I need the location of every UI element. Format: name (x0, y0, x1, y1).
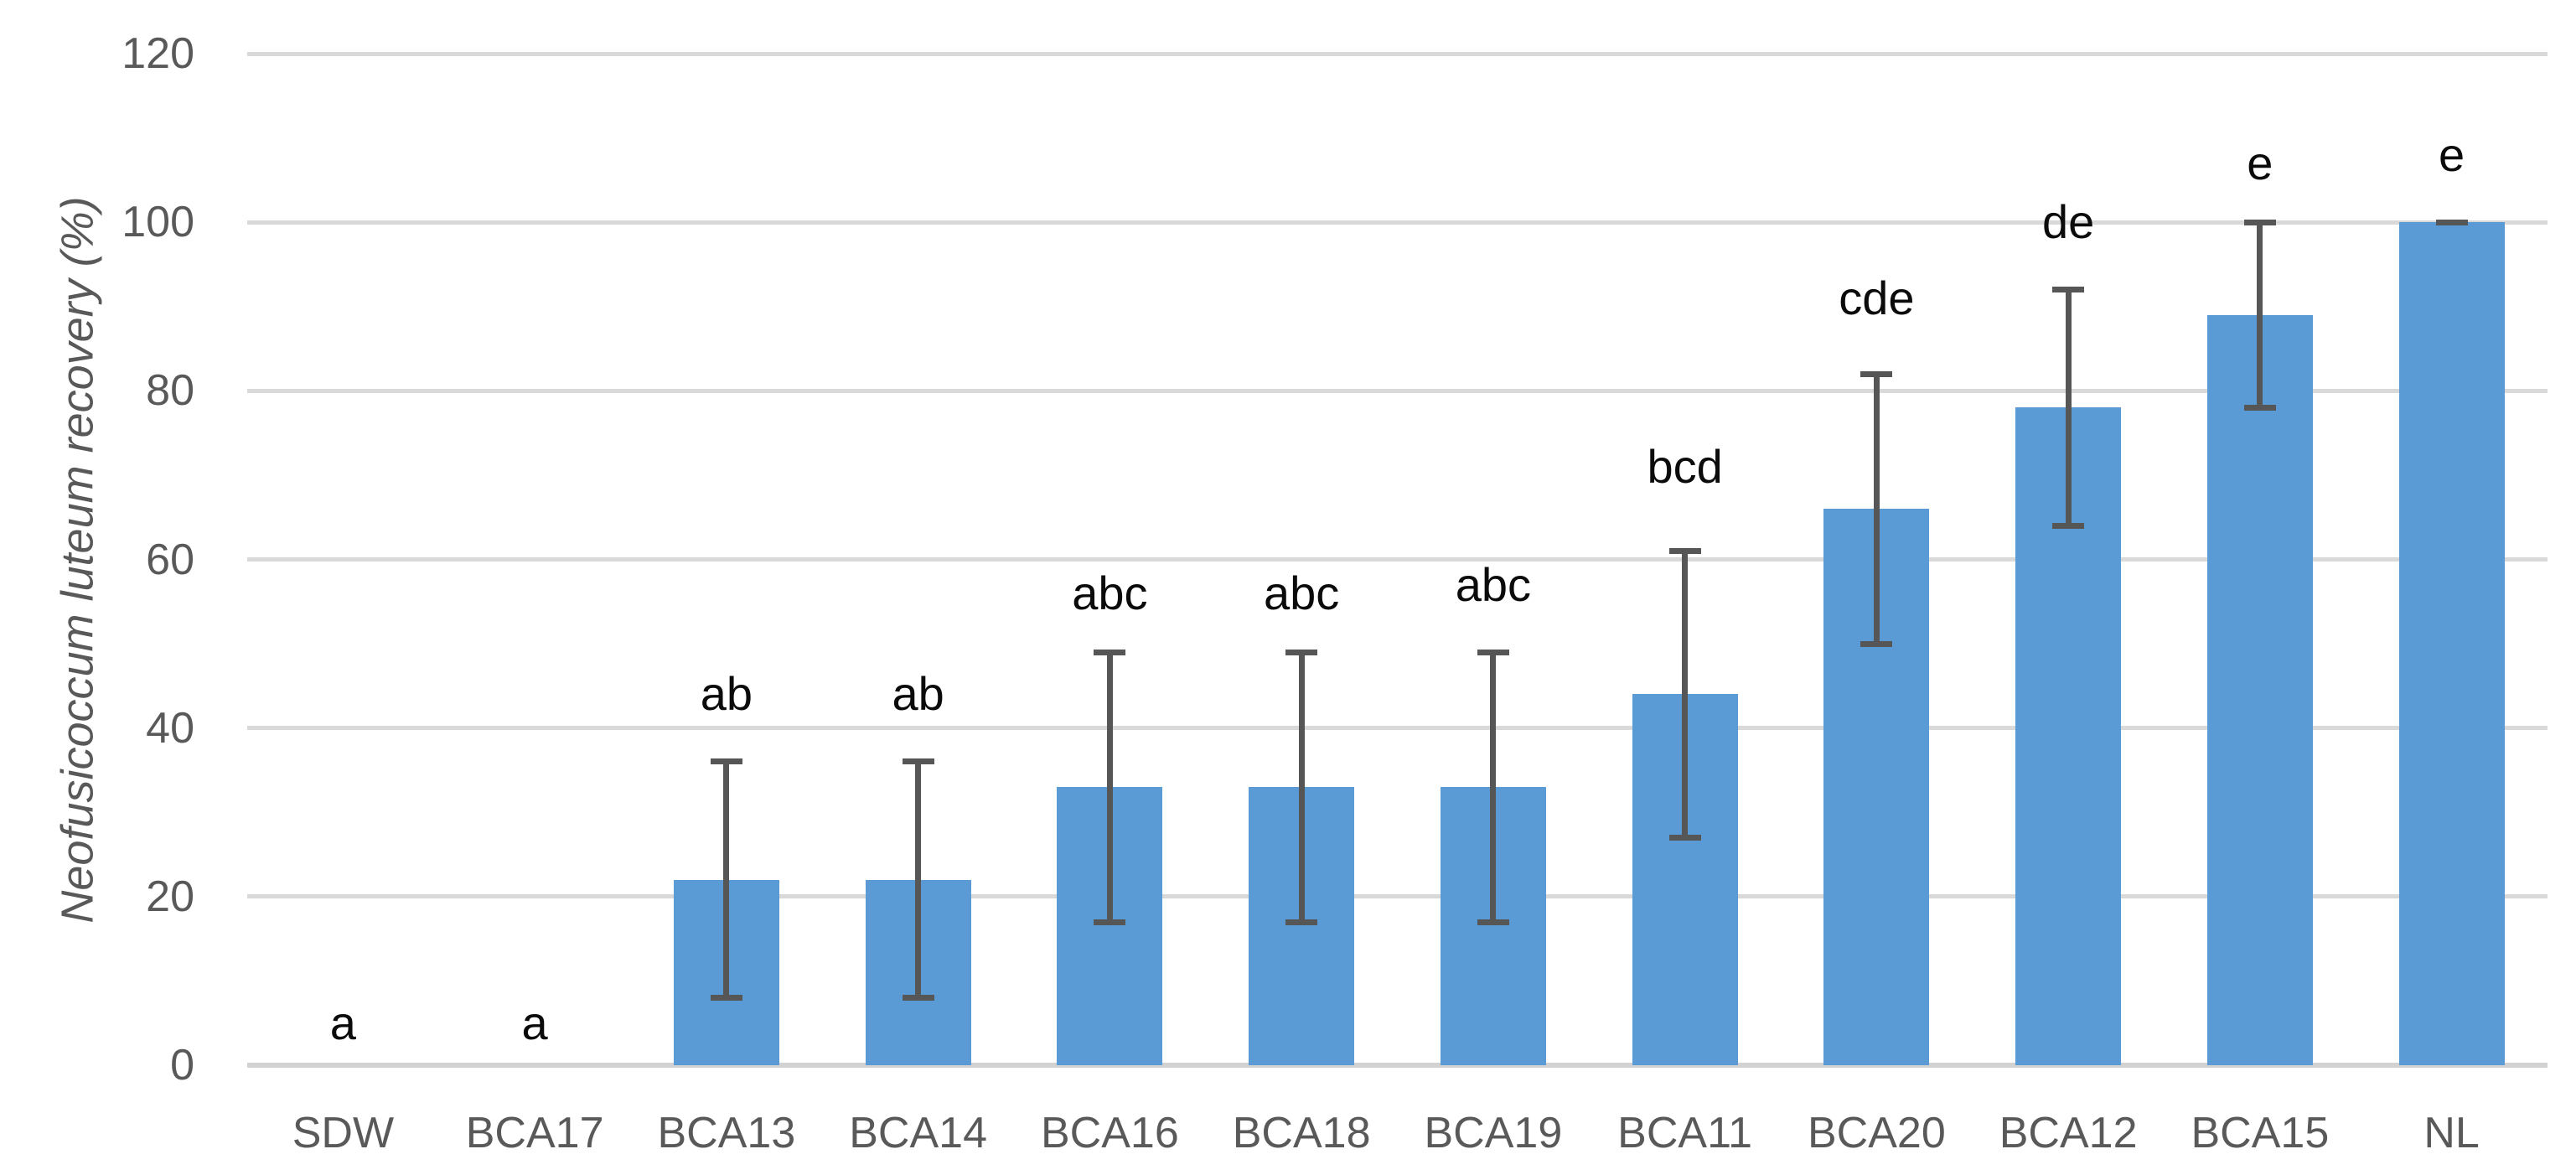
significance-letter: e (2439, 127, 2465, 181)
error-bar-bottom-cap (1668, 834, 1701, 841)
error-bar-stem (1298, 652, 1305, 922)
error-bar-stem (1106, 652, 1113, 922)
gridline (247, 557, 2548, 562)
y-tick-label: 20 (146, 872, 194, 921)
x-tick-label: BCA16 (1040, 1109, 1179, 1157)
error-bar-stem (1682, 551, 1689, 838)
significance-letter: a (329, 996, 356, 1049)
significance-letter: a (521, 996, 548, 1049)
gridline (247, 894, 2548, 899)
gridline (247, 388, 2548, 393)
x-tick-label: BCA19 (1424, 1109, 1563, 1157)
significance-letter: abc (1263, 566, 1340, 619)
significance-letter: ab (700, 667, 753, 721)
error-bar-stem (2257, 222, 2263, 408)
error-bar-stem (915, 761, 922, 998)
x-tick-label: BCA13 (657, 1109, 796, 1157)
significance-letter: de (2041, 195, 2095, 249)
x-tick-label: BCA15 (2191, 1109, 2330, 1157)
error-bar-bottom-cap (1094, 919, 1126, 925)
y-tick-label: 80 (146, 366, 194, 416)
error-bar-stem (1873, 374, 1880, 644)
error-bar-bottom-cap (1477, 919, 1509, 925)
y-tick-label: 0 (170, 1041, 194, 1090)
significance-letter: abc (1072, 566, 1148, 619)
significance-letter: abc (1455, 557, 1532, 611)
error-bar-bottom-cap (2243, 404, 2276, 411)
error-bar-stem (723, 761, 730, 998)
x-tick-label: BCA18 (1232, 1109, 1371, 1157)
error-bar-top-cap (2435, 219, 2468, 225)
x-axis-line (247, 1063, 2548, 1068)
y-tick-label: 120 (122, 29, 194, 78)
error-bar-bottom-cap (1285, 919, 1318, 925)
error-bar-bottom-cap (710, 995, 742, 1002)
gridline (247, 726, 2548, 731)
significance-letter: e (2247, 136, 2273, 189)
error-bar-bottom-cap (2052, 522, 2085, 529)
significance-letter: ab (892, 667, 944, 721)
error-bar-bottom-cap (1860, 640, 1893, 647)
x-tick-label: NL (2423, 1109, 2480, 1157)
significance-letter: bcd (1647, 439, 1723, 493)
x-tick-label: BCA14 (849, 1109, 987, 1157)
x-tick-label: BCA12 (1999, 1109, 2138, 1157)
y-tick-label: 100 (122, 198, 194, 247)
x-tick-label: BCA17 (465, 1109, 604, 1157)
bar-nl (2398, 222, 2505, 1065)
x-tick-label: BCA11 (1617, 1109, 1753, 1157)
bar-bca15 (2206, 314, 2313, 1065)
x-tick-label: BCA20 (1807, 1109, 1946, 1157)
gridline (247, 220, 2548, 225)
y-tick-label: 60 (146, 535, 194, 584)
x-tick-label: SDW (292, 1109, 395, 1157)
significance-letter: cde (1839, 271, 1915, 324)
error-bar-stem (2065, 289, 2072, 526)
gridline (247, 51, 2548, 56)
error-bar-stem (1490, 652, 1497, 922)
y-tick-label: 40 (146, 703, 194, 753)
error-bar-bottom-cap (902, 995, 934, 1002)
